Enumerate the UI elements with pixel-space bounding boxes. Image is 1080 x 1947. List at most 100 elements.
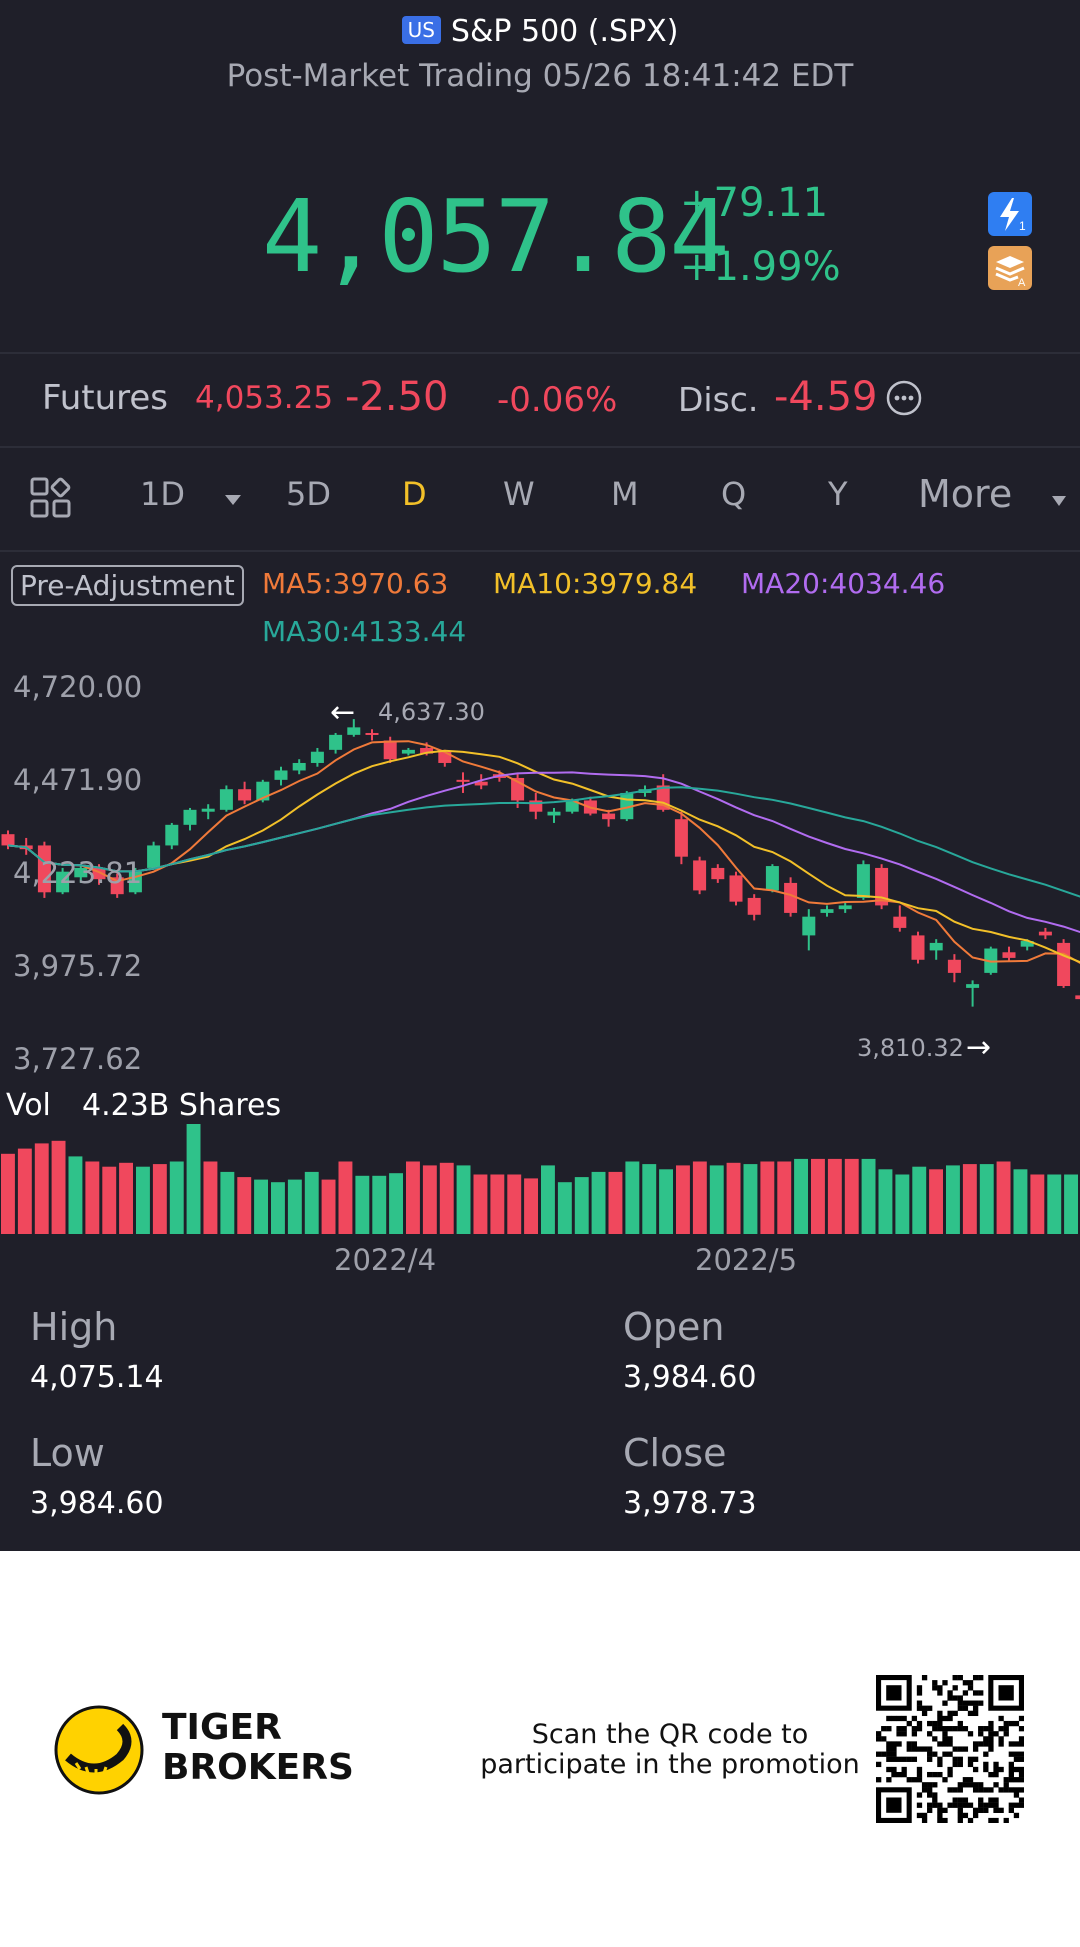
promo-text: Scan the QR code to participate in the p…	[470, 1720, 870, 1780]
ma5-value: MA5:3970.63	[262, 567, 449, 600]
volume-bar	[102, 1166, 117, 1234]
volume-bar	[878, 1169, 893, 1234]
volume-bar	[422, 1165, 437, 1234]
volume-bar	[220, 1171, 235, 1234]
volume-bar	[321, 1179, 336, 1234]
layers-icon[interactable]: A	[988, 246, 1032, 290]
low-value: 3,984.60	[30, 1486, 164, 1521]
volume-bar	[557, 1182, 572, 1234]
volume-bar	[676, 1165, 690, 1234]
candlestick	[747, 894, 761, 921]
lightning-icon[interactable]: 1	[988, 192, 1032, 236]
ma10-line	[7, 749, 1080, 964]
candlestick	[911, 931, 925, 964]
candlestick	[602, 809, 616, 827]
volume-bar	[726, 1162, 741, 1234]
volume-bar	[591, 1171, 606, 1234]
candlestick	[529, 792, 543, 820]
open-label: Open	[623, 1305, 725, 1349]
volume-bar	[1064, 1174, 1078, 1234]
volume-bar	[1030, 1174, 1045, 1234]
low-label: Low	[30, 1431, 105, 1475]
volume-bar	[524, 1178, 538, 1234]
volume-bar	[642, 1164, 657, 1234]
tab-year[interactable]: Y	[828, 475, 848, 513]
candlestick	[56, 867, 70, 895]
tab-1d[interactable]: 1D	[140, 475, 185, 513]
volume-bar	[1, 1153, 15, 1234]
candlestick	[1002, 946, 1016, 962]
candlestick	[693, 856, 707, 895]
volume-bar	[304, 1171, 319, 1234]
candlestick	[292, 759, 306, 775]
candlestick	[1038, 927, 1052, 940]
y-tick-label: 3,975.72	[13, 949, 143, 983]
tab-quarter[interactable]: Q	[721, 475, 747, 513]
candlestick	[1057, 939, 1071, 988]
tab-week[interactable]: W	[503, 475, 535, 513]
volume-bar	[1047, 1174, 1062, 1234]
close-label: Close	[623, 1431, 727, 1475]
more-dropdown-icon[interactable]	[1051, 492, 1067, 511]
volume-bar	[760, 1161, 775, 1234]
volume-bar	[659, 1169, 673, 1234]
high-marker: 4,637.30	[378, 698, 485, 726]
volume-bar	[287, 1179, 302, 1234]
tab-5d[interactable]: 5D	[286, 475, 331, 513]
candlestick	[947, 954, 961, 983]
candlestick	[147, 841, 161, 870]
tab-month[interactable]: M	[611, 475, 639, 513]
volume-bar	[979, 1164, 994, 1234]
y-tick-label: 4,223.81	[13, 856, 143, 890]
divider	[0, 352, 1080, 354]
arrow-right-icon: →	[966, 1030, 992, 1065]
price-chart[interactable]	[0, 660, 1080, 1070]
volume-bar	[574, 1177, 589, 1234]
volume-bar	[237, 1177, 252, 1234]
high-value: 4,075.14	[30, 1360, 164, 1395]
candlestick	[219, 785, 233, 812]
volume-bar	[541, 1165, 555, 1234]
volume-bar	[85, 1161, 100, 1234]
arrow-left-icon: ←	[330, 695, 356, 730]
candlestick	[329, 732, 343, 754]
x-axis-label: 2022/5	[695, 1243, 798, 1277]
period-tabs: 1D 5D D W M Q Y More	[0, 472, 1080, 527]
volume-chart[interactable]	[0, 1120, 1080, 1235]
candlestick	[729, 871, 743, 906]
grid-layout-icon[interactable]	[30, 477, 72, 523]
candlestick	[674, 811, 688, 865]
tab-day[interactable]: D	[402, 475, 427, 513]
volume-bar	[119, 1162, 133, 1234]
high-label: High	[30, 1305, 118, 1349]
volume-bar	[68, 1156, 83, 1234]
pre-adjustment-toggle[interactable]: Pre-Adjustment	[11, 565, 244, 606]
tab-more[interactable]: More	[918, 472, 1013, 516]
volume-label: Vol	[6, 1088, 51, 1123]
brand-line: TIGER	[162, 1707, 282, 1748]
candlestick	[875, 864, 889, 910]
volume-bar	[1013, 1169, 1028, 1234]
low-marker: 3,810.32	[857, 1034, 964, 1062]
candlestick	[37, 841, 51, 898]
brand-name: TIGER BROKERS	[162, 1708, 354, 1788]
volume-bar	[406, 1161, 420, 1234]
volume-bar	[962, 1164, 977, 1234]
candlestick	[110, 873, 124, 898]
x-axis-label: 2022/4	[334, 1243, 437, 1277]
candlestick	[784, 877, 798, 917]
more-options-icon[interactable]	[886, 380, 922, 420]
tiger-logo-icon	[54, 1705, 144, 1799]
volume-bar	[777, 1161, 792, 1234]
app-screen	[0, 0, 1080, 1551]
qr-code[interactable]	[876, 1675, 1024, 1823]
volume-bar	[372, 1175, 387, 1234]
candlestick	[929, 939, 943, 960]
candlestick	[893, 905, 907, 932]
volume-bar	[473, 1174, 488, 1234]
discount-label: Disc.	[678, 380, 759, 419]
candlestick	[74, 864, 88, 883]
ma30-value: MA30:4133.44	[262, 615, 467, 648]
dropdown-arrow-icon[interactable]	[224, 491, 242, 510]
candlestick	[310, 747, 324, 767]
